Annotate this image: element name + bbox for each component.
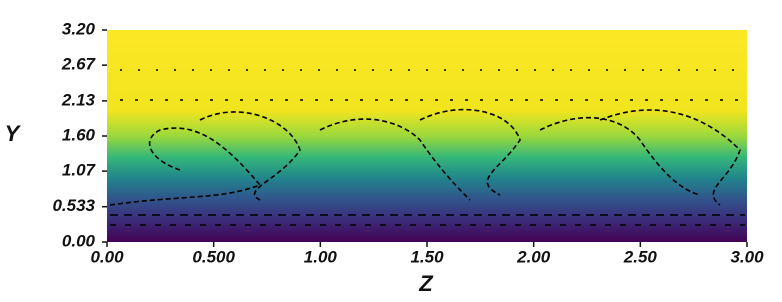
x-tick-label: 2.00 — [516, 247, 551, 266]
y-tick-label: 2.13 — [61, 90, 96, 109]
y-tick-label: 3.20 — [62, 19, 96, 38]
y-axis-title: Y — [5, 121, 22, 146]
glyph-decoration — [109, 69, 745, 226]
x-tick-label: 2.50 — [623, 247, 658, 266]
y-tick-label: 1.60 — [62, 125, 96, 144]
y-tick-label: 0.533 — [52, 196, 95, 215]
field — [107, 30, 747, 242]
x-tick-label: 0.500 — [192, 247, 235, 266]
x-tick-label: 1.50 — [410, 247, 444, 266]
x-tick-label: 0.00 — [90, 247, 124, 266]
y-tick-label: 0.00 — [62, 231, 96, 250]
y-tick-label: 1.07 — [62, 161, 97, 180]
x-axis-title: Z — [418, 271, 434, 296]
y-tick-label: 2.67 — [61, 55, 97, 74]
x-tick-label: 1.00 — [304, 247, 338, 266]
x-tick-label: 3.00 — [730, 247, 764, 266]
